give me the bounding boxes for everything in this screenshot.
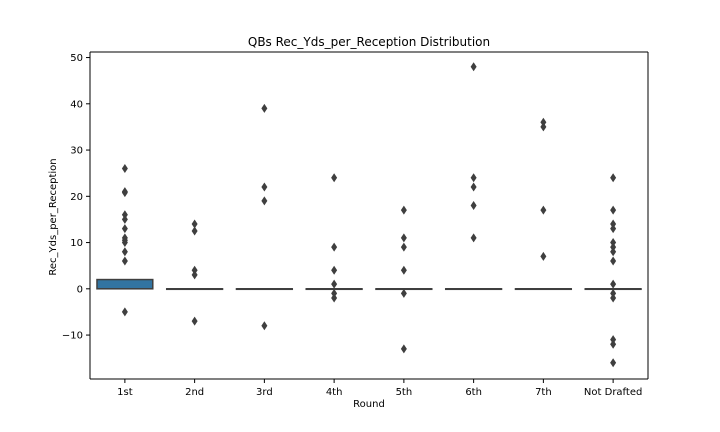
outlier-point (121, 164, 128, 174)
y-axis-label: Rec_Yds_per_Reception (48, 158, 59, 275)
chart-title: QBs Rec_Yds_per_Reception Distribution (248, 35, 490, 49)
outlier-point (470, 62, 477, 72)
outlier-point (191, 226, 198, 236)
outlier-point (400, 344, 407, 354)
outlier-point (610, 224, 617, 234)
outlier-point (470, 201, 477, 211)
outlier-point (540, 251, 547, 261)
outlier-point (400, 233, 407, 243)
outlier-point (540, 117, 547, 127)
outlier-point (191, 265, 198, 275)
x-tick-label: 7th (535, 387, 552, 398)
outlier-point (470, 233, 477, 243)
outlier-point (331, 293, 338, 303)
x-tick-label: 2nd (185, 387, 204, 398)
outlier-point (610, 173, 617, 183)
outlier-point (610, 238, 617, 248)
box-group-7 (584, 173, 642, 368)
y-tick-label: 50 (70, 53, 83, 64)
box-group-2 (235, 103, 294, 331)
outlier-point (540, 205, 547, 215)
outlier-point (121, 224, 128, 234)
x-tick-label: 1st (117, 387, 133, 398)
x-axis-label: Round (353, 399, 385, 410)
x-tick-label: 6th (465, 387, 482, 398)
outlier-point (610, 242, 617, 252)
y-tick-label: 0 (77, 284, 83, 295)
outlier-point (610, 256, 617, 266)
box-group-6 (514, 117, 573, 291)
x-tick-label: 5th (396, 387, 413, 398)
outlier-point (610, 279, 617, 289)
outlier-point (331, 173, 338, 183)
outlier-point (191, 219, 198, 229)
outlier-point (261, 182, 268, 192)
outlier-point (610, 335, 617, 345)
x-tick-label: 3rd (256, 387, 273, 398)
outlier-point (470, 173, 477, 183)
x-axis: 1st 2nd 3rd 4th 5th 6th 7th Not Drafted (90, 378, 648, 398)
outlier-point (610, 205, 617, 215)
box-group-3 (305, 173, 363, 303)
outlier-point (610, 219, 617, 229)
outlier-point (191, 316, 198, 326)
y-tick-label: 30 (70, 146, 83, 157)
outlier-point (610, 339, 617, 349)
y-tick-label: 10 (70, 238, 83, 249)
outlier-point (610, 293, 617, 303)
outlier-point (191, 270, 198, 280)
outlier-point (400, 242, 407, 252)
box (96, 278, 154, 290)
outlier-point (400, 288, 407, 298)
outlier-point (121, 307, 128, 317)
box-group-0 (96, 164, 154, 317)
outlier-point (400, 205, 407, 215)
outlier-point (470, 182, 477, 192)
outlier-point (610, 358, 617, 368)
outlier-point (261, 103, 268, 113)
box-group-1 (165, 219, 224, 326)
box-group-4 (375, 205, 433, 354)
outlier-point (121, 256, 128, 266)
outlier-point (400, 265, 407, 275)
outlier-point (540, 122, 547, 132)
outlier-point (610, 288, 617, 298)
outlier-point (331, 242, 338, 252)
y-tick-label: −10 (62, 331, 83, 342)
outlier-point (121, 214, 128, 224)
x-tick-label: Not Drafted (584, 387, 642, 398)
plot-area (90, 51, 649, 379)
y-tick-label: 20 (70, 192, 83, 203)
y-axis: −10 0 10 20 30 40 50 (62, 52, 91, 379)
outlier-point (121, 247, 128, 257)
outlier-point (331, 279, 338, 289)
outlier-point (121, 188, 128, 198)
outlier-point (121, 238, 128, 248)
outlier-point (261, 196, 268, 206)
box-group-5 (444, 62, 503, 291)
outlier-point (610, 247, 617, 257)
outlier-point (261, 321, 268, 331)
x-tick-label: 4th (326, 387, 343, 398)
outlier-point (121, 210, 128, 220)
outlier-point (331, 288, 338, 298)
outlier-point (331, 265, 338, 275)
y-tick-label: 40 (70, 99, 83, 110)
